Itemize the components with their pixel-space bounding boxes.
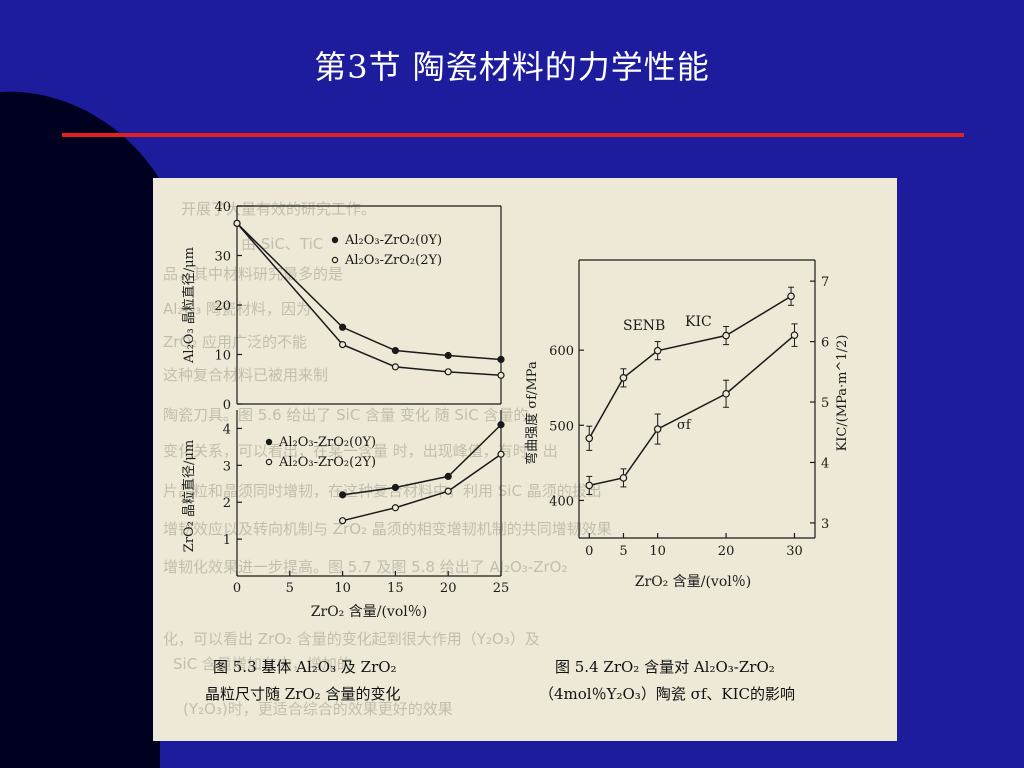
fig53-top-legend-label: Al₂O₃-ZrO₂(0Y) [344, 233, 442, 248]
fig53-bottom-data-point [444, 472, 452, 480]
fig53-top-y-tick-label: 0 [223, 398, 231, 413]
bleed-text-line: 增韧化效果进一步提高。图 5.7 及图 5.8 给出了 Al₂O₃-ZrO₂ [163, 558, 568, 576]
fig54-data-point [653, 346, 662, 355]
fig54-data-point [619, 374, 628, 382]
fig54-left-y-tick-label: 400 [549, 494, 574, 509]
fig53-x-tick-label: 0 [233, 581, 241, 596]
fig54-series-line [589, 334, 795, 487]
bleed-text-line: 这种复合材料已被用来制 [163, 366, 329, 384]
caption-left-line-2: 晶粒尺寸随 ZrO₂ 含量的变化 [205, 685, 401, 703]
fig54-data-point [619, 474, 628, 482]
caption-right-line-2: （4mol％Y₂O₃）陶瓷 σf、KIC的影响 [539, 685, 795, 703]
fig53-bottom-series-line [342, 424, 502, 496]
slide-title: 第3节 陶瓷材料的力学性能 [314, 48, 710, 86]
fig53-bottom-data-point [391, 483, 399, 492]
fig54-x-tick-label: 5 [619, 544, 627, 559]
fig54-data-point [585, 434, 594, 443]
bleed-text-line: 片晶粒和晶须同时增韧，在这种复合材料中，利用 SiC 晶须的拔出 [163, 482, 602, 500]
fig54-x-tick-label: 10 [649, 544, 666, 559]
fig53-top-data-point [444, 351, 452, 360]
fig53-bottom-series-line [342, 453, 502, 522]
fig53-top-data-point [339, 341, 347, 349]
fig53-x-tick-label: 25 [493, 581, 510, 596]
caption-left-line-1: 图 5.3 基体 Al₂O₃ 及 ZrO₂ [213, 658, 397, 676]
fig53-bottom-y-tick-label: 3 [223, 459, 231, 474]
fig53-bottom-data-point [444, 487, 452, 495]
fig53-top-data-point [497, 355, 505, 364]
fig53-top-y-axis-label: Al₂O₃ 晶粒直径/μm [182, 247, 197, 364]
bleed-text-line: 增韧效应以及转向机制与 ZrO₂ 晶须的相变增韧机制的共同增韧效果 [163, 520, 612, 538]
fig53-x-axis-label: ZrO₂ 含量/(vol％) [311, 604, 427, 620]
fig53-x-tick-label: 20 [440, 581, 457, 596]
fig53-bottom-data-point [497, 450, 505, 458]
fig53-bottom-legend-marker [265, 458, 273, 466]
figure-panel: 开展了大量有效的研究工作。由 SiC、TiC 品，其中材料研究最多的是 Al₂O₃ … [153, 178, 897, 741]
bleed-text-line: (Y₂O₃)时，更适合综合的效果更好的效果 [183, 700, 453, 718]
fig53-top-data-point [391, 346, 399, 355]
fig53-bottom-y-tick-label: 1 [223, 533, 231, 548]
fig53-top-data-point [391, 363, 399, 371]
fig53-top-data-point [444, 368, 452, 376]
fig54-right-y-axis-label: KIC/(MPa·m^1/2) [835, 335, 850, 452]
fig54-data-point [790, 331, 799, 339]
fig53-bottom-data-point [339, 491, 347, 499]
bleed-text-line: SiC 含量增加在内，增加的 [173, 655, 352, 673]
fig53-top-y-tick-label: 40 [214, 200, 231, 215]
fig53-top-legend-label: Al₂O₃-ZrO₂(2Y) [344, 253, 442, 268]
bleed-text-line: ZrO₂ 应用广泛的不能 [163, 333, 308, 351]
fig54-x-tick-label: 0 [585, 544, 593, 559]
fig54-data-point [787, 292, 795, 301]
fig53-top-y-tick-label: 20 [214, 299, 231, 314]
fig54-right-y-tick-label: 3 [821, 517, 829, 532]
fig54-annotation-kic: KIC [685, 314, 712, 330]
fig53-bottom-legend-label: Al₂O₃-ZrO₂(2Y) [278, 455, 376, 470]
fig54-x-tick-label: 20 [718, 544, 735, 559]
fig54-right-y-tick-label: 6 [821, 336, 829, 351]
fig53-bottom-legend-marker [265, 438, 273, 446]
caption-right-line-1: 图 5.4 ZrO₂ 含量对 Al₂O₃-ZrO₂ [555, 658, 775, 676]
fig53-top-data-point [497, 371, 505, 379]
fig54-x-tick-label: 30 [786, 544, 803, 559]
fig53-top-y-tick-label: 10 [214, 349, 231, 364]
fig53-top-data-point [233, 219, 241, 227]
fig53-top-y-tick-label: 30 [214, 250, 231, 265]
fig53-bottom-data-point [391, 504, 399, 512]
fig53-top-legend-marker [331, 236, 339, 244]
fig53-bottom-y-axis-label: ZrO₂ 晶粒直径/μm [182, 440, 197, 552]
fig54-left-y-tick-label: 600 [549, 344, 574, 359]
fig54-data-point [722, 331, 730, 340]
bleed-text-line: 品，其中材料研究最多的是 [163, 265, 344, 283]
fig54-left-y-axis-label: 弯曲强度 σf/MPa [524, 361, 540, 465]
fig53-x-tick-label: 10 [334, 581, 351, 596]
fig54-data-point [653, 425, 662, 433]
bleed-text-line: 陶瓷刀具。图 5.6 给出了 SiC 含量 变化 随 SiC 含量的 [163, 406, 529, 424]
fig54-annotation-senb: SENB [623, 318, 665, 334]
fig54-right-y-tick-label: 7 [821, 275, 829, 290]
fig54-annotation-sigma: σf [677, 418, 692, 433]
fig53-x-tick-label: 15 [387, 581, 404, 596]
fig53-bottom-legend-label: Al₂O₃-ZrO₂(0Y) [278, 435, 376, 450]
bleed-text-line: 化，可以看出 ZrO₂ 含量的变化起到很大作用（Y₂O₃）及 [163, 630, 540, 648]
fig53-bottom-data-point [497, 421, 505, 429]
fig53-bottom-y-tick-label: 4 [223, 422, 231, 437]
fig54-data-point [722, 389, 730, 398]
bleed-text-line: 开展了大量有效的研究工作。 [181, 200, 377, 218]
fig53-top-data-point [339, 323, 347, 331]
fig54-x-axis-label: ZrO₂ 含量/(vol％) [635, 574, 751, 590]
fig53-x-tick-label: 5 [286, 581, 294, 596]
fig53-bottom-data-point [339, 517, 347, 525]
fig54-left-y-tick-label: 500 [549, 419, 574, 434]
fig53-bottom-y-tick-label: 2 [223, 496, 231, 511]
fig54-right-y-tick-label: 5 [821, 396, 829, 411]
bleed-text-line: 变化关系，可以看出，在某一含量 时，出现峰值，有时，出 [163, 442, 558, 460]
title-underline [62, 133, 964, 137]
fig54-right-y-tick-label: 4 [821, 456, 829, 471]
fig53-top-legend-marker [331, 256, 339, 264]
fig54-data-point [585, 481, 594, 490]
